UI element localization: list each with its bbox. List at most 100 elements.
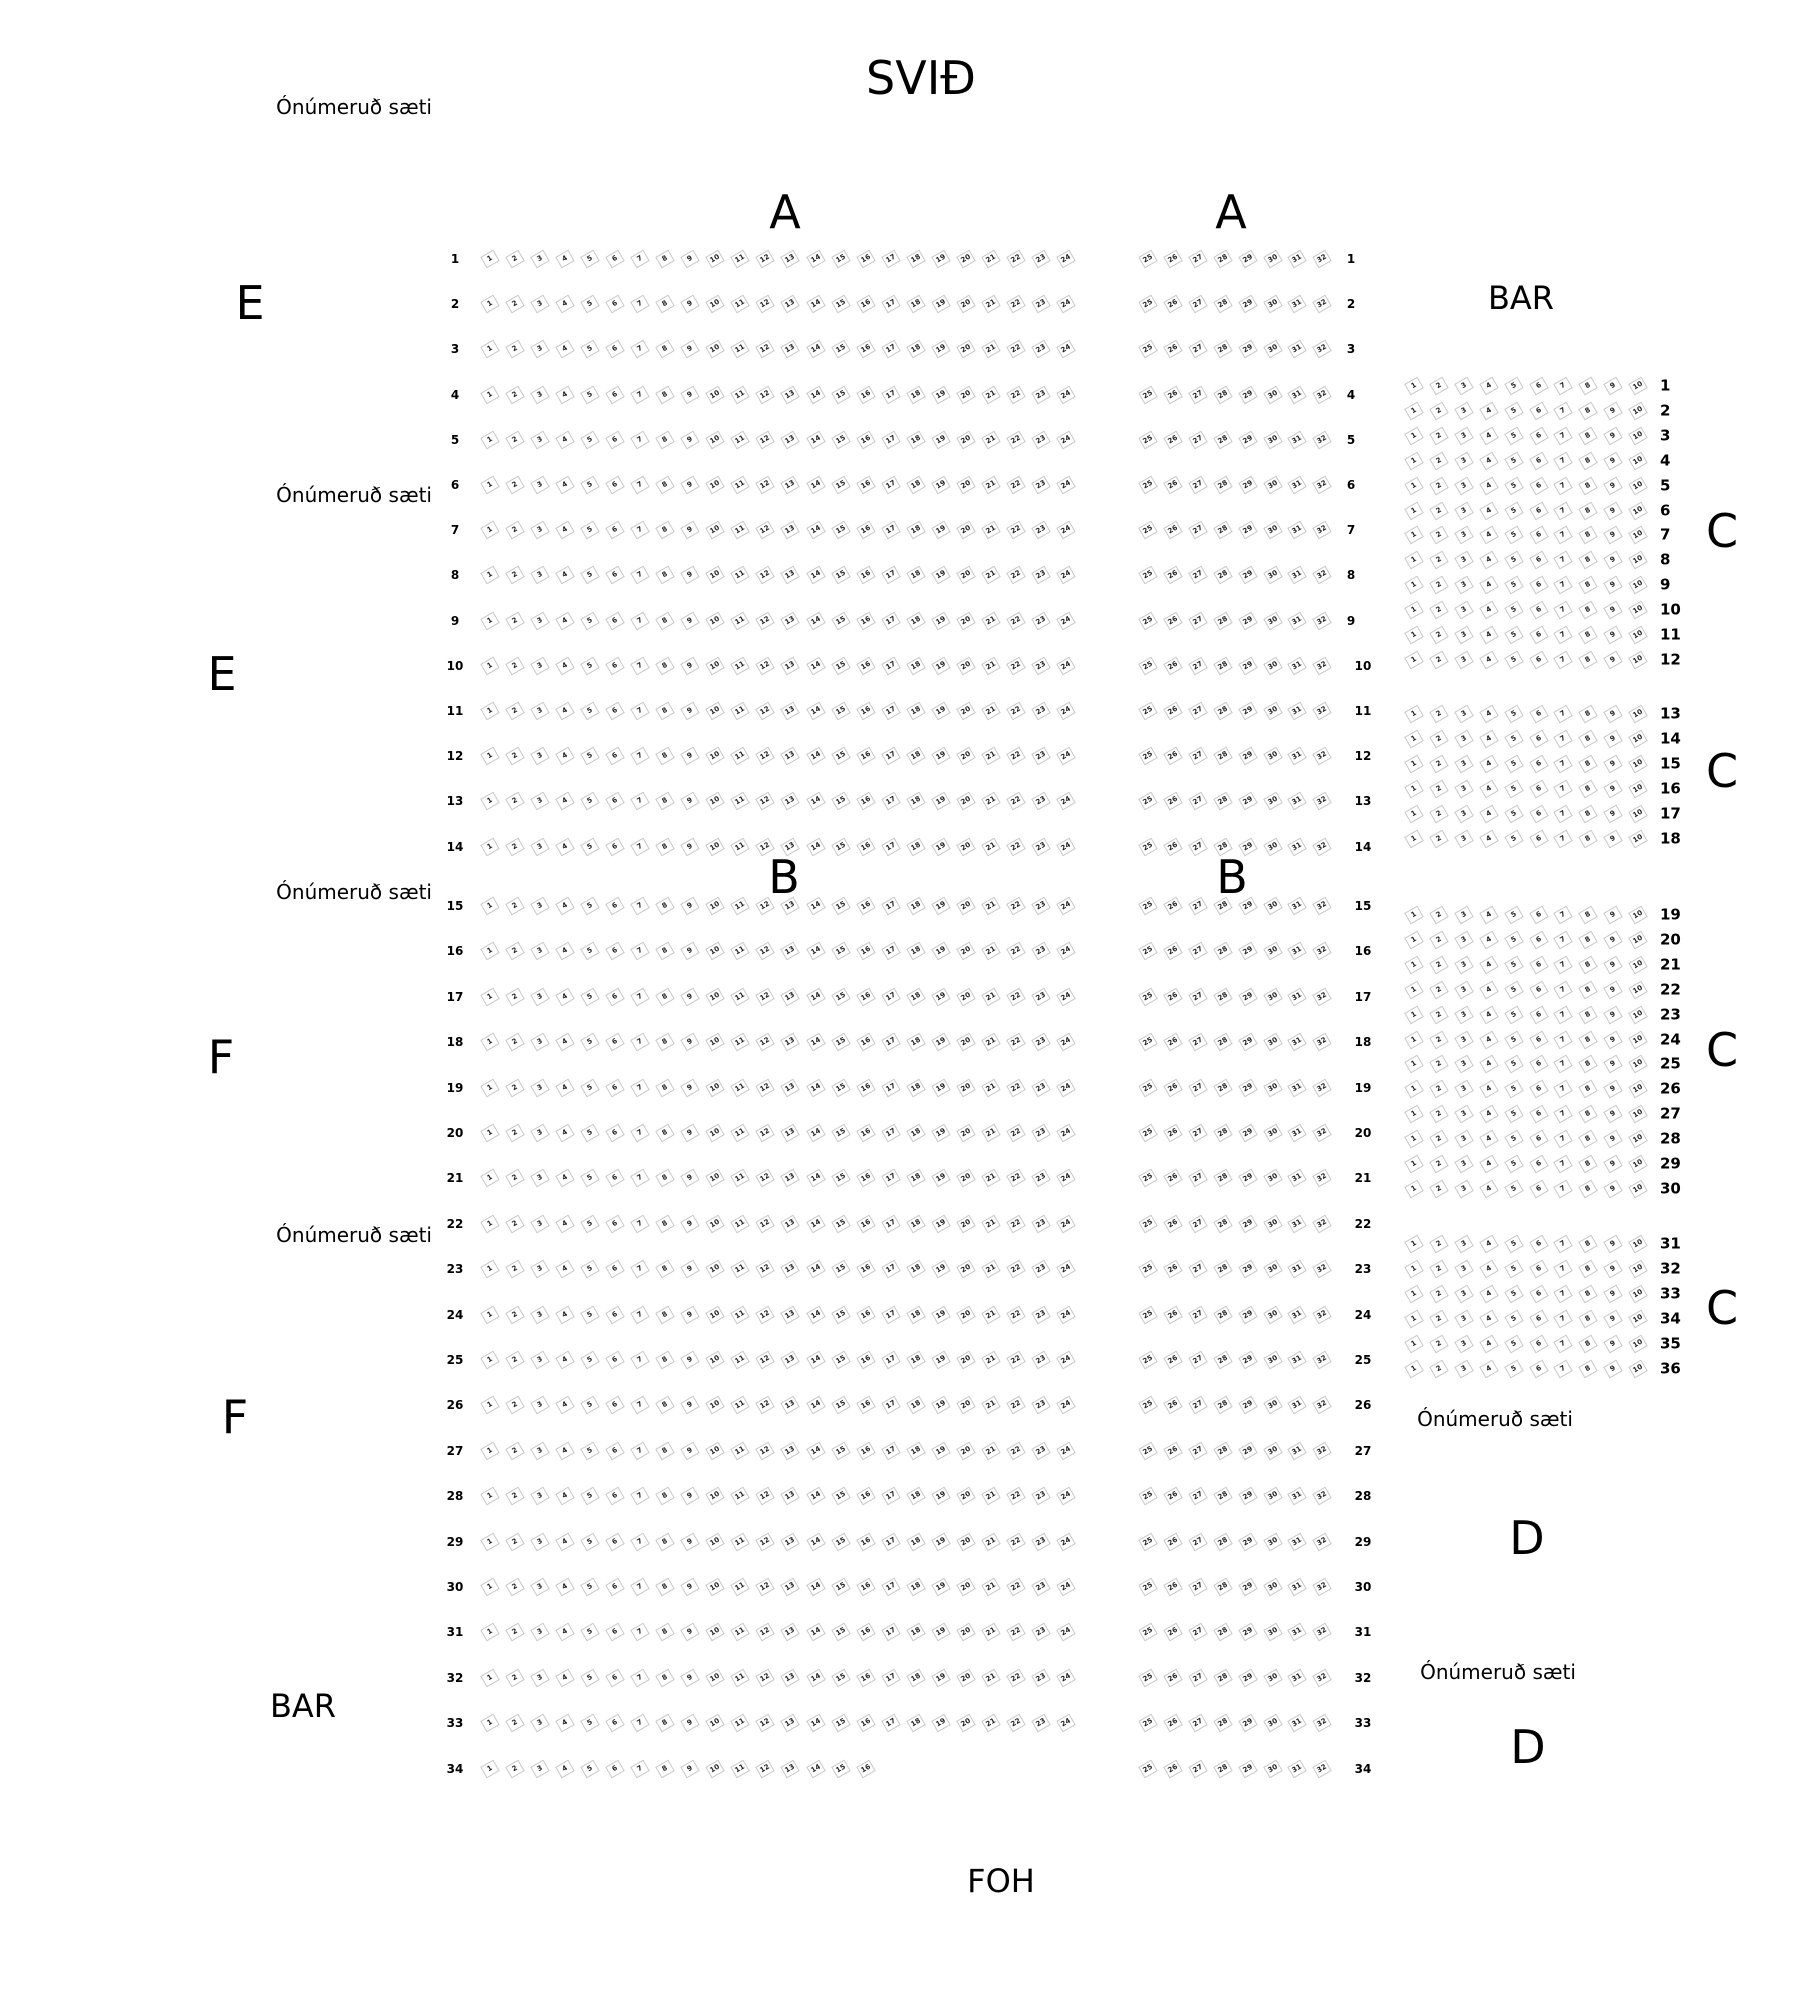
seat[interactable]: 7: [630, 1259, 650, 1279]
seat[interactable]: 17: [880, 249, 901, 269]
seat[interactable]: 18: [905, 1577, 926, 1597]
seat[interactable]: 31: [1287, 1169, 1308, 1188]
seat[interactable]: 15: [830, 1486, 851, 1506]
seat[interactable]: 13: [780, 1259, 801, 1279]
seat[interactable]: 14: [805, 1486, 826, 1506]
seat[interactable]: 9: [1603, 704, 1623, 724]
seat[interactable]: 2: [505, 1713, 525, 1733]
seat[interactable]: 6: [605, 942, 625, 961]
seat[interactable]: 1: [1404, 1334, 1424, 1353]
seat[interactable]: 8: [655, 1078, 676, 1097]
seat[interactable]: 2: [1429, 376, 1449, 396]
seat[interactable]: 7: [630, 475, 650, 495]
seat[interactable]: 1: [1404, 1179, 1424, 1199]
seat[interactable]: 25: [1138, 1350, 1158, 1370]
seat[interactable]: 23: [1031, 1214, 1051, 1234]
seat[interactable]: 10: [705, 430, 726, 450]
seat[interactable]: 30: [1262, 566, 1283, 585]
seat[interactable]: 6: [1528, 1359, 1549, 1378]
seat[interactable]: 4: [1478, 376, 1499, 396]
seat[interactable]: 9: [680, 746, 701, 766]
seat[interactable]: 1: [480, 430, 500, 450]
seat[interactable]: 28: [1212, 249, 1233, 269]
seat[interactable]: 8: [655, 1577, 676, 1597]
seat[interactable]: 19: [930, 385, 951, 404]
seat[interactable]: 8: [655, 837, 676, 856]
seat[interactable]: 10: [705, 1259, 726, 1279]
seat[interactable]: 32: [1312, 1623, 1333, 1642]
seat[interactable]: 25: [1138, 249, 1158, 269]
seat[interactable]: 21: [981, 1305, 1001, 1324]
seat[interactable]: 31: [1287, 792, 1308, 811]
seat[interactable]: 14: [805, 792, 826, 811]
seat[interactable]: 28: [1212, 1305, 1233, 1324]
seat[interactable]: 27: [1188, 1123, 1208, 1143]
seat[interactable]: 31: [1287, 340, 1308, 359]
seat[interactable]: 24: [1056, 792, 1076, 811]
seat[interactable]: 32: [1312, 1214, 1333, 1234]
seat[interactable]: 14: [805, 1577, 826, 1597]
seat[interactable]: 28: [1212, 1123, 1233, 1143]
seat[interactable]: 29: [1237, 1078, 1258, 1097]
seat[interactable]: 12: [755, 1305, 776, 1324]
seat[interactable]: 27: [1188, 942, 1208, 961]
seat[interactable]: 23: [1031, 1350, 1051, 1370]
seat[interactable]: 29: [1237, 1759, 1258, 1778]
seat[interactable]: 12: [755, 1623, 776, 1642]
seat[interactable]: 15: [830, 475, 851, 495]
seat[interactable]: 18: [905, 566, 926, 585]
seat[interactable]: 19: [930, 1396, 951, 1415]
seat[interactable]: 19: [930, 1305, 951, 1324]
seat[interactable]: 29: [1237, 792, 1258, 811]
seat[interactable]: 13: [780, 1668, 801, 1688]
seat[interactable]: 7: [1553, 1104, 1574, 1124]
seat[interactable]: 14: [805, 1623, 826, 1642]
seat[interactable]: 7: [630, 1623, 650, 1642]
seat[interactable]: 1: [480, 656, 500, 676]
seat[interactable]: 8: [1578, 1104, 1599, 1124]
seat[interactable]: 21: [981, 1668, 1001, 1688]
seat[interactable]: 7: [1553, 1234, 1574, 1254]
seat[interactable]: 7: [630, 1486, 650, 1506]
seat[interactable]: 12: [755, 1214, 776, 1234]
seat[interactable]: 9: [1603, 501, 1623, 520]
seat[interactable]: 22: [1006, 249, 1026, 269]
seat[interactable]: 32: [1312, 294, 1333, 314]
seat[interactable]: 8: [655, 1305, 676, 1324]
seat[interactable]: 10: [1628, 625, 1648, 645]
seat[interactable]: 1: [1404, 1104, 1424, 1124]
seat[interactable]: 29: [1237, 249, 1258, 269]
seat[interactable]: 6: [1528, 575, 1549, 595]
seat[interactable]: 9: [680, 1713, 701, 1733]
seat[interactable]: 27: [1188, 1532, 1208, 1551]
seat[interactable]: 3: [530, 987, 550, 1007]
seat[interactable]: 9: [680, 1305, 701, 1324]
seat[interactable]: 27: [1188, 1486, 1208, 1506]
seat[interactable]: 1: [1404, 526, 1424, 545]
seat[interactable]: 8: [655, 385, 676, 404]
seat[interactable]: 25: [1138, 430, 1158, 450]
seat[interactable]: 16: [855, 1259, 876, 1279]
seat[interactable]: 9: [1603, 476, 1623, 495]
seat[interactable]: 26: [1163, 1305, 1183, 1324]
seat[interactable]: 31: [1287, 896, 1308, 916]
seat[interactable]: 16: [855, 1078, 876, 1097]
seat[interactable]: 14: [805, 1032, 826, 1052]
seat[interactable]: 9: [1603, 451, 1623, 471]
seat[interactable]: 1: [480, 1441, 500, 1461]
seat[interactable]: 23: [1031, 1713, 1051, 1733]
seat[interactable]: 20: [956, 1259, 976, 1279]
seat[interactable]: 5: [580, 340, 600, 359]
seat[interactable]: 7: [1553, 650, 1574, 670]
seat[interactable]: 7: [630, 1668, 650, 1688]
seat[interactable]: 6: [605, 1486, 625, 1506]
seat[interactable]: 3: [1454, 1079, 1474, 1099]
seat[interactable]: 6: [1528, 1259, 1549, 1279]
seat[interactable]: 4: [1478, 905, 1499, 925]
seat[interactable]: 3: [530, 1350, 550, 1370]
seat[interactable]: 27: [1188, 1259, 1208, 1279]
seat[interactable]: 3: [530, 837, 550, 856]
seat[interactable]: 11: [730, 701, 751, 721]
seat[interactable]: 7: [630, 1169, 650, 1188]
seat[interactable]: 11: [730, 1259, 751, 1279]
